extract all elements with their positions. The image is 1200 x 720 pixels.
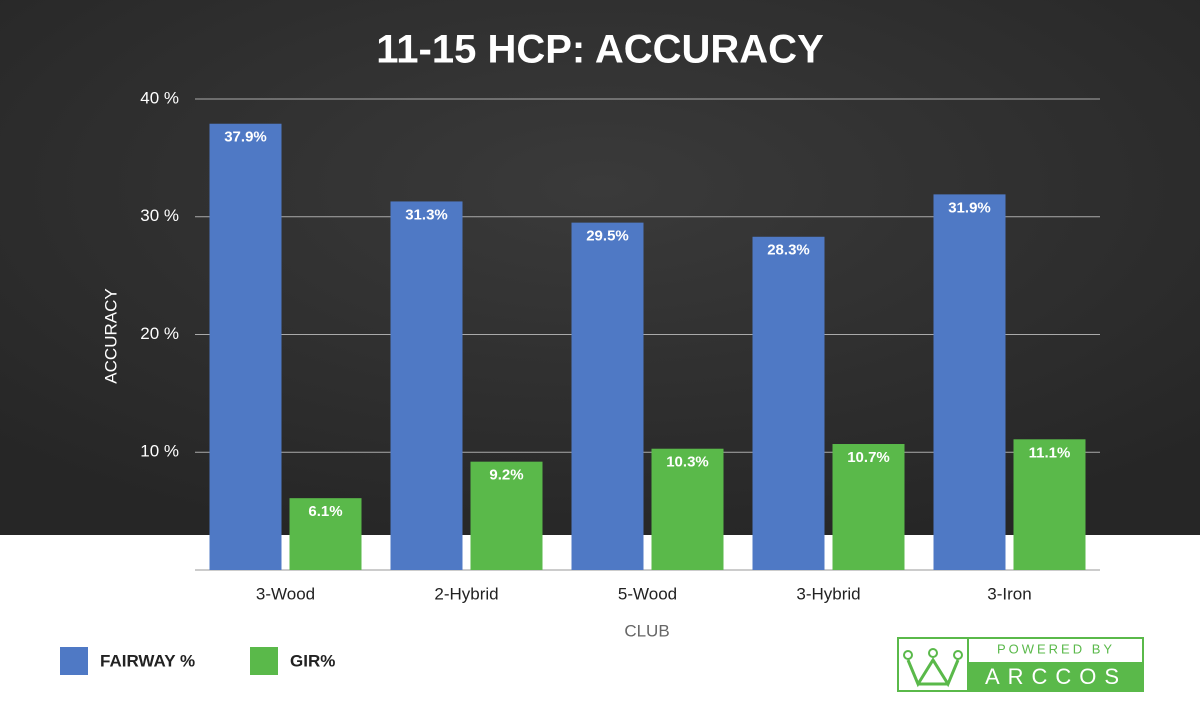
- bar: [752, 236, 825, 570]
- bar: [1013, 439, 1086, 570]
- value-label: 37.9%: [224, 129, 267, 146]
- x-tick-label: 3-Iron: [987, 584, 1031, 603]
- x-axis-label: CLUB: [624, 621, 669, 640]
- logo-dot: [953, 650, 963, 660]
- logo: POWERED BY ARCCOS: [897, 637, 1144, 692]
- logo-bottom-text: ARCCOS: [985, 664, 1127, 689]
- value-label: 11.1%: [1029, 444, 1071, 461]
- y-tick-label: 20 %: [140, 324, 179, 343]
- y-tick-label: 30 %: [140, 206, 179, 225]
- value-label: 29.5%: [586, 228, 629, 245]
- y-tick-label: 40 %: [140, 88, 179, 107]
- bar: [289, 498, 362, 570]
- legend-swatch: [60, 647, 88, 675]
- logo-dot: [903, 650, 913, 660]
- bar: [571, 222, 644, 570]
- value-label: 9.2%: [489, 467, 523, 484]
- logo-crown: [906, 657, 960, 688]
- logo-band: [968, 662, 1143, 691]
- x-tick-label: 5-Wood: [618, 584, 677, 603]
- bar: [933, 194, 1006, 570]
- y-axis-label: ACCURACY: [101, 288, 120, 383]
- bar: [209, 123, 282, 570]
- x-tick-label: 2-Hybrid: [434, 584, 498, 603]
- value-label: 10.7%: [847, 449, 890, 466]
- value-label: 31.3%: [405, 206, 448, 223]
- bar: [651, 448, 724, 570]
- legend-label: GIR%: [290, 651, 335, 670]
- bar: [832, 444, 905, 570]
- logo-top-text: POWERED BY: [997, 641, 1115, 656]
- bar: [390, 201, 463, 570]
- x-tick-label: 3-Hybrid: [796, 584, 860, 603]
- logo-dot: [928, 648, 938, 658]
- value-label: 6.1%: [308, 503, 342, 520]
- y-tick-label: 10 %: [140, 442, 179, 461]
- chart-title: 11-15 HCP: ACCURACY: [376, 28, 824, 72]
- legend-label: FAIRWAY %: [100, 651, 195, 670]
- legend-swatch: [250, 647, 278, 675]
- bar: [470, 461, 543, 570]
- value-label: 31.9%: [948, 199, 991, 216]
- value-label: 28.3%: [767, 242, 810, 259]
- value-label: 10.3%: [666, 454, 709, 471]
- x-tick-label: 3-Wood: [256, 584, 315, 603]
